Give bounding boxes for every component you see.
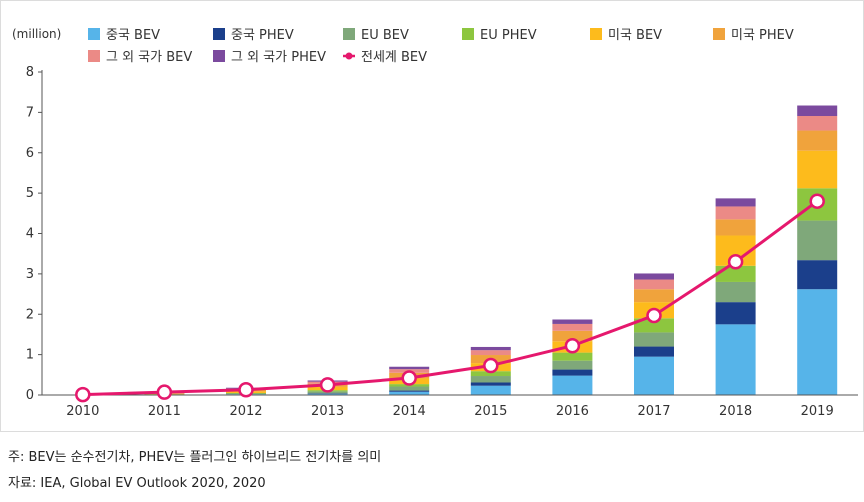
y-tick-label: 0 (26, 388, 34, 403)
bar-segment (552, 319, 593, 324)
x-tick-label: 2014 (393, 404, 426, 419)
bar-segment (389, 390, 430, 392)
world-bev-point (727, 254, 744, 270)
x-tick-label: 2018 (719, 404, 752, 419)
legend-label: 미국 PHEV (731, 28, 794, 43)
bar-segment (797, 289, 838, 395)
bar-segment (715, 302, 756, 325)
y-tick-label: 4 (26, 227, 34, 242)
bar-segment (634, 332, 674, 347)
bar-segment (634, 356, 674, 395)
x-tick-label: 2012 (229, 404, 262, 419)
legend-swatch (590, 28, 602, 40)
x-tick-label: 2016 (556, 404, 589, 419)
world-bev-point (238, 382, 254, 398)
legend-label: EU PHEV (480, 28, 537, 43)
bar-segment (307, 393, 348, 394)
bar-segment (552, 375, 593, 395)
bar-segment (634, 273, 674, 280)
world-bev-point (483, 357, 499, 374)
y-tick-label: 7 (26, 105, 34, 120)
bar-segment (552, 360, 593, 370)
bar-segment (715, 324, 756, 395)
x-tick-label: 2015 (474, 404, 507, 419)
bar-segment (389, 366, 430, 370)
bar-segment (552, 330, 593, 342)
y-axis: (million) 0 1 2 3 4 5 6 7 8 (12, 27, 61, 403)
bar-segment (470, 385, 511, 395)
y-tick-label: 6 (26, 146, 34, 161)
world-bev-point (564, 337, 581, 354)
legend-swatch (713, 28, 725, 40)
bar-segment (307, 393, 348, 395)
bar-segment (797, 105, 838, 117)
y-tick-label: 2 (26, 307, 34, 322)
legend-label: 중국 BEV (106, 28, 160, 43)
legend-label: 그 외 국가 PHEV (231, 50, 326, 65)
legend-label: 미국 BEV (608, 28, 662, 43)
bar-segment (470, 376, 511, 383)
bar-segment (470, 346, 511, 351)
legend-label: 그 외 국가 BEV (106, 50, 192, 65)
footnote-source: 자료: IEA, Global EV Outlook 2020, 2020 (8, 476, 266, 491)
legend: 중국 BEV 중국 PHEV EU BEV EU PHEV 미국 BEV 미국 PHEV 그… (88, 28, 794, 65)
legend-swatch (213, 50, 225, 62)
legend-label: 중국 PHEV (231, 28, 294, 43)
bar-segment (634, 346, 674, 357)
y-tick-label: 5 (26, 186, 34, 201)
bar-segment (715, 219, 756, 236)
legend-swatch (88, 28, 100, 40)
world-bev-point (156, 384, 173, 400)
legend-swatch (343, 28, 355, 40)
x-tick-label: 2019 (801, 404, 834, 419)
bar-segment (552, 352, 593, 361)
legend-swatch (462, 28, 474, 40)
bar-segment (797, 150, 838, 189)
bar-segment (389, 391, 430, 395)
x-tick-label: 2013 (311, 404, 344, 419)
y-tick-label: 3 (26, 267, 34, 282)
x-tick-label: 2017 (637, 404, 670, 419)
x-tick-label: 2011 (148, 404, 181, 419)
world-bev-line (82, 199, 819, 397)
bar-segment (634, 279, 674, 290)
world-bev-point (401, 370, 417, 386)
bar-segment (389, 386, 430, 391)
bar-segment (552, 323, 593, 331)
bar-segment (715, 198, 756, 207)
world-bev-point (75, 386, 91, 403)
legend-swatch (88, 50, 100, 62)
bar-segment (797, 130, 838, 151)
bar-segment (470, 371, 511, 377)
world-bev-point (319, 377, 336, 393)
legend-label: 전세계 BEV (361, 50, 427, 65)
x-tick-label: 2010 (66, 404, 99, 419)
bar-segment (715, 281, 756, 303)
bar-segment (470, 350, 511, 356)
bar-segment (797, 116, 838, 131)
bar-segment (715, 206, 756, 220)
footnote-note: 주: BEV는 순수전기차, PHEV는 플러그인 하이브리드 전기차를 의미 (8, 450, 382, 465)
legend-label: EU BEV (361, 28, 409, 43)
bar-segment (552, 369, 593, 376)
y-tick-label: 8 (26, 65, 34, 80)
bar-segment (470, 382, 511, 386)
bar-segment (797, 260, 838, 290)
legend-swatch (213, 28, 225, 40)
legend-point-marker (345, 52, 353, 60)
world-bev-point (809, 193, 825, 209)
world-bev-line-group (75, 193, 825, 403)
x-axis: 2010 2011 2012 2013 2014 2015 2016 2017 2018 2019 (42, 394, 858, 419)
bar-segment (634, 289, 674, 303)
y-tick-label: 1 (26, 348, 34, 363)
bar-segment (797, 220, 838, 261)
y-axis-label: (million) (12, 27, 61, 41)
ev-stock-chart: (million) 0 1 2 3 4 5 6 7 8 2010 2011 2012 2013 2014 2… (0, 0, 864, 432)
world-bev-point (646, 307, 662, 324)
bar-segment (634, 318, 674, 333)
